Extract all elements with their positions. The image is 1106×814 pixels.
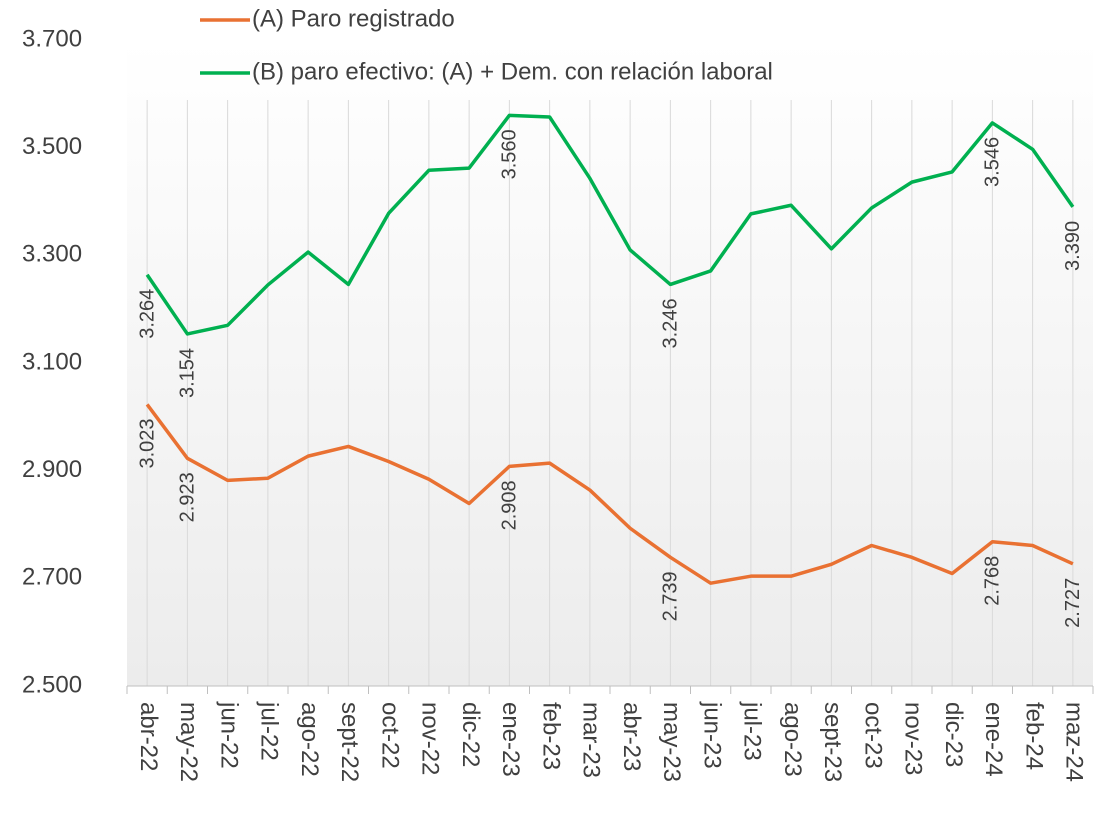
- x-tick-label: jun-22: [215, 701, 242, 769]
- y-tick-label: 3.500: [22, 133, 82, 160]
- data-label: 3.264: [136, 289, 158, 339]
- y-tick-label: 3.300: [22, 241, 82, 268]
- x-tick-label: dic-23: [940, 702, 967, 767]
- y-tick-label: 3.100: [22, 348, 82, 375]
- data-label: 3.546: [982, 137, 1004, 187]
- data-label: 3.560: [499, 129, 521, 179]
- data-label: 2.908: [499, 480, 521, 530]
- x-tick-label: may-23: [658, 702, 685, 782]
- y-tick-label: 2.500: [22, 671, 82, 698]
- data-label: 3.154: [177, 348, 199, 398]
- x-tick-label: jun-23: [698, 701, 725, 769]
- x-tick-label: sept-22: [336, 702, 363, 782]
- legend-label: (B) paro efectivo: (A) + Dem. con relaci…: [252, 58, 773, 85]
- x-tick-label: jul-23: [739, 701, 766, 761]
- y-tick-label: 2.700: [22, 564, 82, 591]
- x-tick-label: abr-22: [135, 702, 162, 771]
- x-tick-label: ene-24: [980, 702, 1007, 777]
- x-tick-label: may-22: [175, 702, 202, 782]
- x-tick-label: maz-24: [1061, 702, 1088, 782]
- data-label: 2.923: [177, 472, 199, 522]
- x-tick-label: ago-22: [296, 702, 323, 777]
- x-tick-label: oct-23: [859, 702, 886, 769]
- x-tick-label: sept-23: [819, 702, 846, 782]
- x-tick-label: dic-22: [457, 702, 484, 767]
- x-tick-label: jul-22: [256, 701, 283, 761]
- x-tick-label: ago-23: [779, 702, 806, 777]
- y-tick-label: 3.700: [22, 25, 82, 52]
- x-tick-label: abr-23: [618, 702, 645, 771]
- x-tick-label: ene-23: [497, 702, 524, 777]
- data-label: 2.739: [660, 571, 682, 621]
- plot-area: [127, 40, 1093, 686]
- x-tick-label: oct-22: [376, 702, 403, 769]
- data-label: 3.246: [660, 298, 682, 348]
- data-label: 3.390: [1062, 221, 1084, 271]
- x-tick-label: feb-23: [537, 702, 564, 770]
- x-tick-label: mar-23: [578, 702, 605, 778]
- x-tick-label: feb-24: [1020, 702, 1047, 770]
- data-label: 3.023: [136, 418, 158, 468]
- data-label: 2.768: [982, 556, 1004, 606]
- x-tick-label: nov-23: [900, 702, 927, 775]
- line: [145, 113, 1075, 336]
- y-tick-label: 2.900: [22, 456, 82, 483]
- x-tick-label: nov-22: [417, 702, 444, 775]
- line: [145, 403, 1074, 585]
- data-label: 2.727: [1062, 578, 1084, 628]
- legend-label: (A) Paro registrado: [252, 5, 455, 32]
